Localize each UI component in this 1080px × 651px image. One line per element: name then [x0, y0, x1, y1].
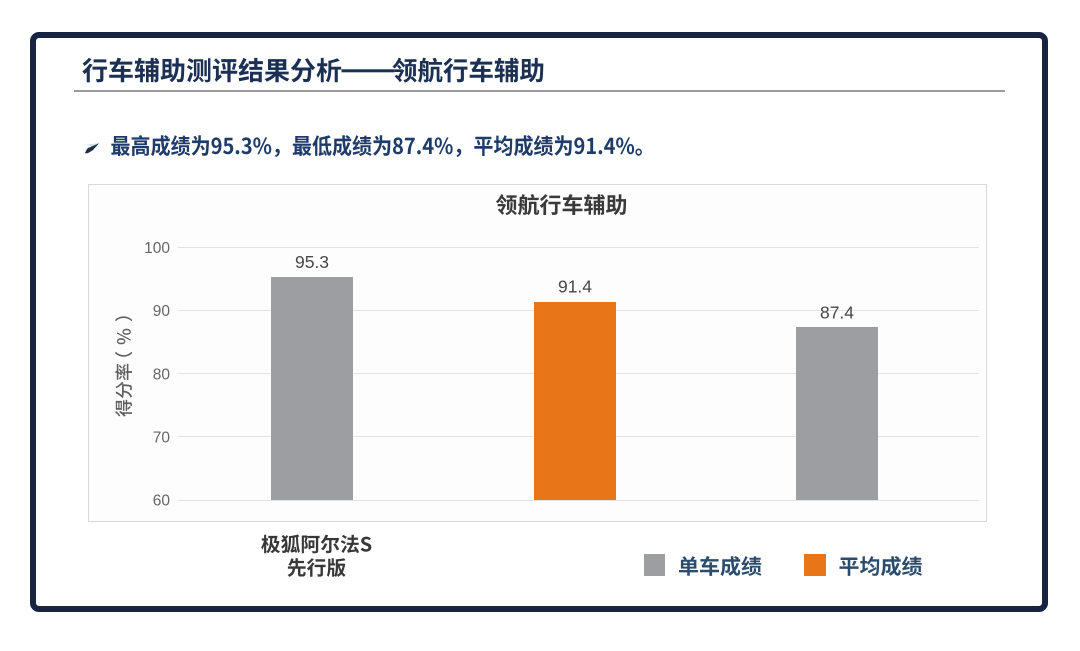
- svg-text:80: 80: [153, 366, 171, 383]
- svg-text:60: 60: [153, 493, 171, 510]
- svg-text:100: 100: [144, 240, 170, 257]
- svg-text:90: 90: [153, 303, 171, 320]
- svg-text:95.3: 95.3: [295, 252, 329, 272]
- svg-text:91.4: 91.4: [558, 277, 592, 297]
- svg-text:87.4: 87.4: [820, 302, 854, 322]
- svg-text:70: 70: [153, 430, 171, 447]
